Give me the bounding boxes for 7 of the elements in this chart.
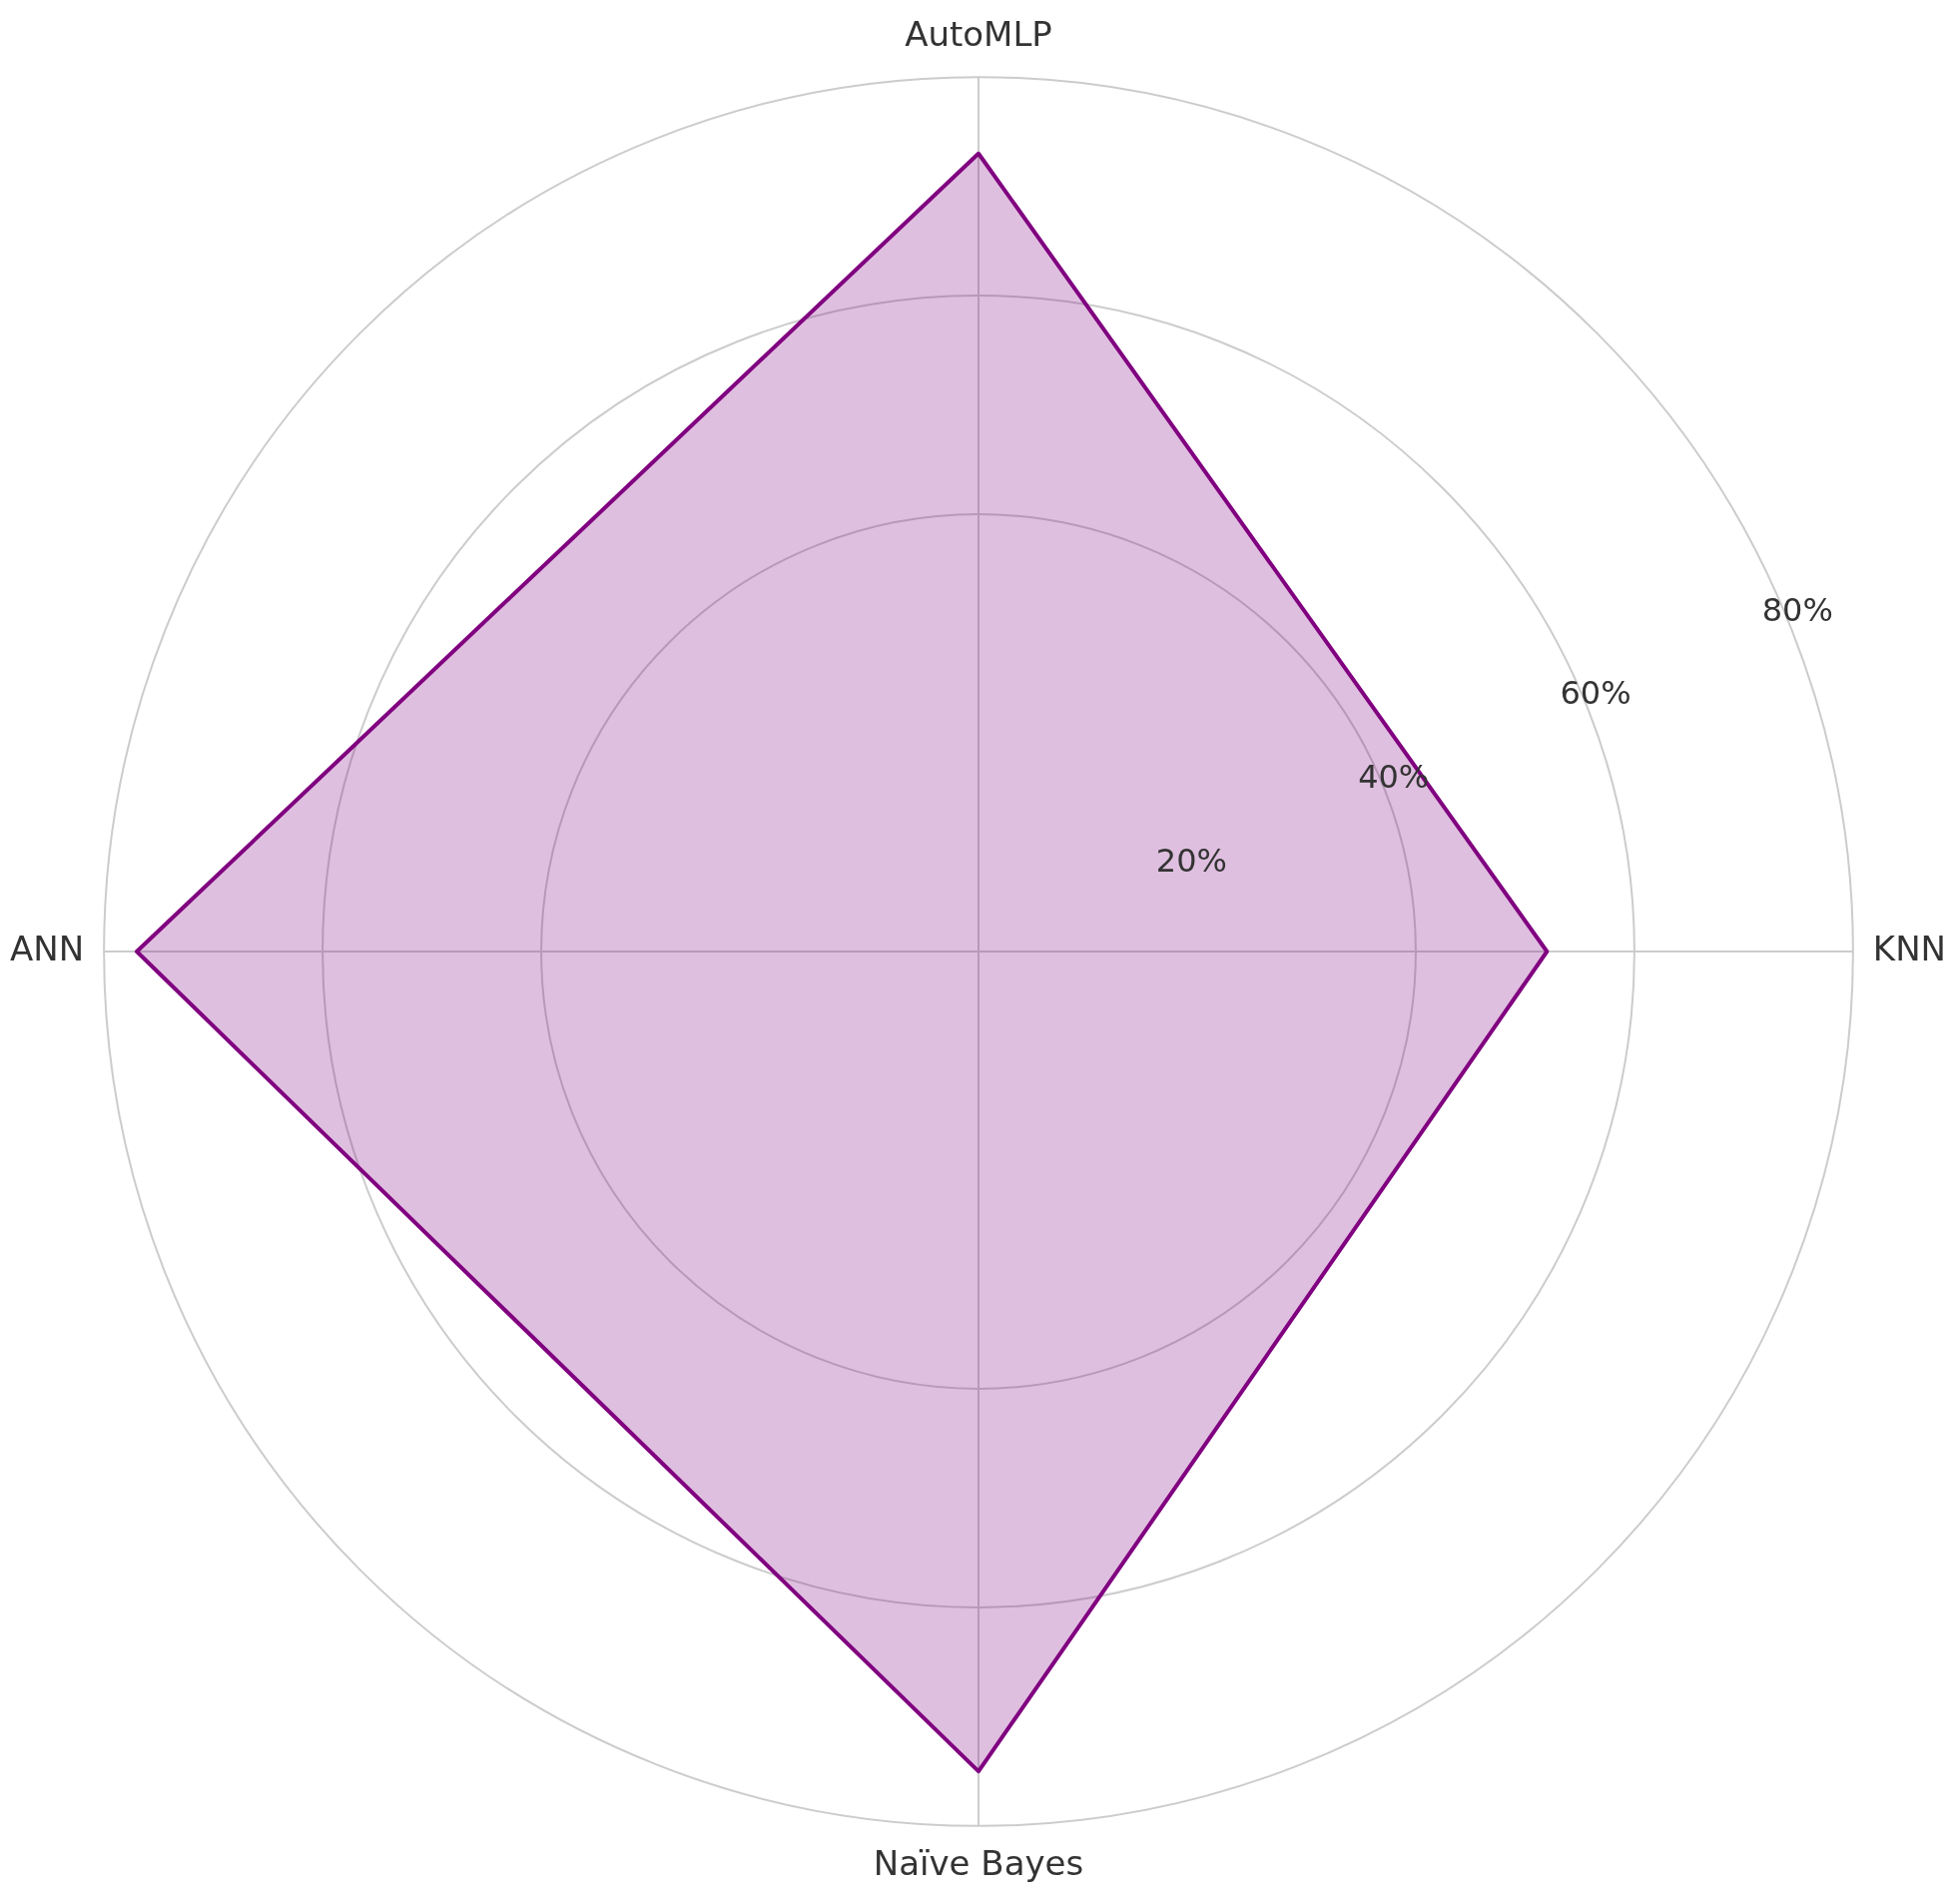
y-tick-label: 60% xyxy=(1560,674,1632,713)
y-tick-label: 80% xyxy=(1761,590,1833,629)
spoke-label: Naïve Bayes xyxy=(873,1843,1084,1884)
spoke-label: AutoMLP xyxy=(905,13,1052,54)
y-tick-label: 20% xyxy=(1155,841,1227,880)
spoke-label: KNN xyxy=(1872,928,1947,968)
spoke-label: ANN xyxy=(9,928,85,968)
